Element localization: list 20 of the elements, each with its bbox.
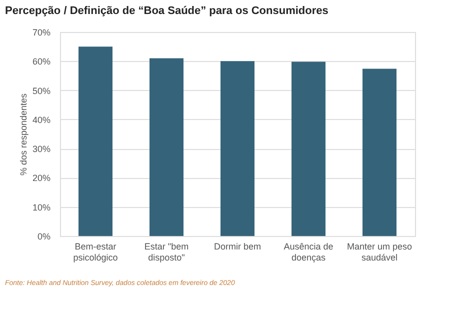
y-tick-label: 10%: [32, 202, 50, 212]
y-tick-label: 0%: [37, 232, 50, 242]
bar: [362, 68, 396, 236]
y-tick-label: 70%: [32, 28, 50, 38]
y-tick-label: 30%: [32, 144, 50, 154]
x-tick-label: Manter um peso saudável: [346, 242, 412, 262]
bar: [150, 58, 184, 236]
x-tick-label: Estar "bem disposto": [144, 242, 189, 262]
y-tick-label: 50%: [32, 86, 50, 96]
bar: [78, 46, 112, 236]
y-tick-label: 20%: [32, 173, 50, 184]
y-tick-label: 60%: [32, 56, 50, 67]
y-axis-title: % dos respondentes: [18, 92, 28, 176]
x-tick-label: Ausência de doenças: [284, 242, 334, 262]
bar: [220, 61, 254, 236]
bar: [292, 62, 326, 236]
x-tick-label: Dormir bem: [214, 242, 262, 252]
chart-title: Percepção / Definição de “Boa Saúde” para os Consumidores: [5, 5, 328, 17]
x-tick-label: Bem-estar psicológico: [73, 242, 118, 262]
y-tick-label: 40%: [32, 114, 50, 125]
